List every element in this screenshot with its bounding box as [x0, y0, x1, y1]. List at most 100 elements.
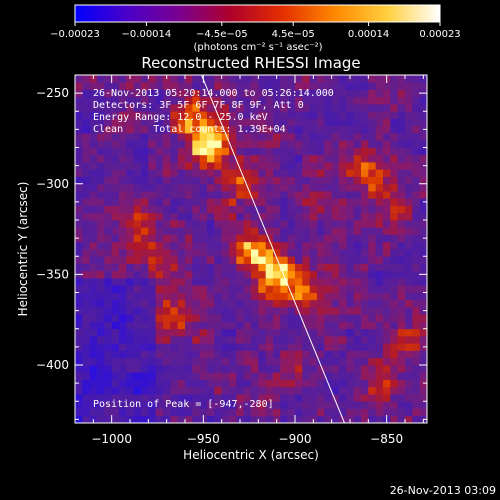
heatmap-cell — [155, 212, 164, 221]
heatmap-cell — [192, 408, 201, 417]
heatmap-cell — [177, 241, 186, 250]
heatmap-cell — [339, 350, 347, 359]
heatmap-cell — [126, 241, 135, 250]
heatmap-cell — [280, 169, 289, 177]
heatmap-cell — [177, 154, 186, 163]
heatmap-cell — [309, 111, 318, 119]
heatmap-cell — [207, 307, 215, 315]
heatmap-cell — [177, 350, 186, 359]
heatmap-cell — [397, 183, 406, 192]
heatmap-cell — [199, 292, 208, 301]
heatmap-cell — [82, 191, 91, 199]
heatmap-cell — [177, 292, 186, 301]
heatmap-cell — [221, 227, 230, 235]
heatmap-cell — [177, 321, 186, 330]
heatmap-cell — [155, 162, 164, 170]
heatmap-cell — [141, 147, 149, 156]
heatmap-cell — [119, 111, 127, 119]
heatmap-cell — [273, 365, 281, 373]
heatmap-cell — [89, 162, 98, 170]
heatmap-cell — [133, 249, 142, 257]
heatmap-cell — [302, 270, 311, 279]
heatmap-cell — [148, 336, 157, 344]
heatmap-cell — [353, 227, 362, 235]
heatmap-cell — [375, 154, 384, 163]
heatmap-cell — [397, 270, 406, 279]
heatmap-cell — [361, 96, 369, 105]
heatmap-cell — [368, 299, 377, 308]
heatmap-cell — [126, 278, 135, 286]
heatmap-cell — [317, 336, 325, 344]
heatmap-cell — [309, 285, 318, 293]
heatmap-cell — [170, 299, 179, 308]
heatmap-cell — [207, 343, 215, 351]
heatmap-cell — [89, 307, 98, 315]
heatmap-cell — [419, 212, 427, 221]
heatmap-cell — [119, 96, 127, 105]
heatmap-cell — [148, 408, 157, 417]
heatmap-cell — [309, 212, 318, 221]
heatmap-cell — [295, 343, 303, 351]
heatmap-cell — [185, 183, 193, 192]
heatmap-cell — [390, 205, 399, 214]
heatmap-cell — [361, 336, 369, 344]
heatmap-cell — [141, 321, 149, 330]
heatmap-cell — [324, 299, 333, 308]
heatmap-cell — [331, 343, 340, 351]
heatmap-cell — [236, 285, 245, 293]
heatmap-cell — [163, 125, 171, 134]
heatmap-cell — [82, 285, 91, 293]
heatmap-cell — [309, 372, 318, 380]
heatmap-cell — [346, 147, 355, 156]
heatmap-cell — [346, 270, 355, 279]
heatmap-cell — [353, 365, 362, 373]
heatmap-cell — [229, 394, 237, 402]
heatmap-cell — [207, 241, 215, 250]
heatmap-cell — [119, 212, 127, 221]
heatmap-cell — [265, 183, 274, 192]
heatmap-cell — [148, 249, 157, 257]
heatmap-cell — [170, 82, 179, 90]
heatmap-cell — [317, 307, 325, 315]
heatmap-cell — [265, 292, 274, 301]
heatmap-cell — [243, 89, 252, 98]
heatmap-cell — [148, 292, 157, 301]
heatmap-cell — [273, 292, 281, 301]
heatmap-cell — [119, 343, 127, 351]
heatmap-cell — [133, 328, 142, 337]
heatmap-cell — [97, 365, 105, 373]
heatmap-cell — [397, 357, 406, 366]
heatmap-cell — [192, 278, 201, 286]
heatmap-cell — [97, 198, 105, 206]
heatmap-cell — [163, 89, 171, 98]
heatmap-cell — [368, 263, 377, 272]
heatmap-cell — [383, 169, 391, 177]
heatmap-cell — [273, 89, 281, 98]
heatmap-cell — [163, 343, 171, 351]
heatmap-cell — [258, 154, 267, 163]
heatmap-cell — [339, 386, 347, 395]
heatmap-cell — [280, 372, 289, 380]
heatmap-cell — [273, 82, 281, 90]
heatmap-cell — [243, 191, 252, 199]
heatmap-cell — [383, 263, 391, 272]
heatmap-cell — [390, 299, 399, 308]
heatmap-cell — [280, 314, 289, 322]
annotation-total-counts: Clean Total counts: 1.39E+04 — [93, 124, 286, 135]
heatmap-cell — [126, 147, 135, 156]
heatmap-cell — [111, 256, 120, 264]
heatmap-cell — [243, 278, 252, 286]
heatmap-cell — [361, 350, 369, 359]
heatmap-cell — [317, 118, 325, 127]
heatmap-cell — [383, 256, 391, 264]
heatmap-cell — [214, 270, 223, 279]
heatmap-cell — [331, 408, 340, 417]
heatmap-cell — [148, 111, 157, 119]
heatmap-cell — [104, 96, 113, 105]
heatmap-cell — [317, 256, 325, 264]
heatmap-cell — [229, 75, 237, 83]
heatmap-cell — [192, 394, 201, 402]
heatmap-cell — [97, 343, 105, 351]
heatmap-cell — [339, 321, 347, 330]
heatmap-cell — [214, 104, 223, 112]
